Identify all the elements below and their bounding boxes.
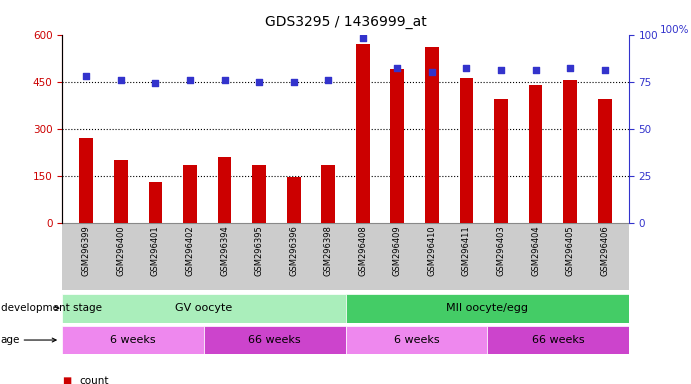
Bar (425, 47, 439, 223)
Bar (346, 326, 487, 354)
Point (599, 67, 610, 73)
Text: age: age (1, 335, 20, 345)
Bar (563, 80, 577, 223)
Text: GV oocyte: GV oocyte (176, 303, 232, 313)
Bar (79, 138, 93, 223)
Bar (598, 99, 612, 223)
Bar (252, 165, 266, 223)
Point (357, 35, 368, 41)
Point (495, 67, 507, 73)
Point (288, 79, 299, 85)
Point (115, 77, 126, 83)
Bar (346, 294, 629, 323)
Point (184, 77, 196, 83)
Bar (487, 326, 629, 354)
Bar (321, 165, 335, 223)
Text: count: count (79, 376, 109, 384)
Bar (114, 160, 128, 223)
Bar (494, 99, 508, 223)
Point (219, 77, 230, 83)
Text: 6 weeks: 6 weeks (110, 335, 156, 345)
Text: ■: ■ (62, 376, 71, 384)
Bar (356, 44, 370, 223)
Bar (390, 69, 404, 223)
Point (530, 67, 541, 73)
Point (461, 65, 472, 71)
Point (150, 80, 161, 86)
Text: 66 weeks: 66 weeks (531, 335, 585, 345)
Bar (204, 326, 346, 354)
Point (254, 79, 265, 85)
Text: MII oocyte/egg: MII oocyte/egg (446, 303, 528, 313)
Text: GDS3295 / 1436999_at: GDS3295 / 1436999_at (265, 15, 426, 29)
Point (392, 65, 403, 71)
Point (323, 77, 334, 83)
Point (565, 65, 576, 71)
Bar (287, 177, 301, 223)
Bar (62, 294, 346, 323)
Point (426, 69, 437, 75)
Text: 66 weeks: 66 weeks (248, 335, 301, 345)
Text: 100%: 100% (660, 25, 690, 35)
Text: 6 weeks: 6 weeks (393, 335, 439, 345)
Bar (149, 182, 162, 223)
Text: development stage: development stage (1, 303, 102, 313)
Bar (183, 165, 197, 223)
Bar (460, 78, 473, 223)
Bar (62, 326, 204, 354)
Bar (529, 85, 542, 223)
Bar (218, 157, 231, 223)
Point (81, 73, 92, 79)
